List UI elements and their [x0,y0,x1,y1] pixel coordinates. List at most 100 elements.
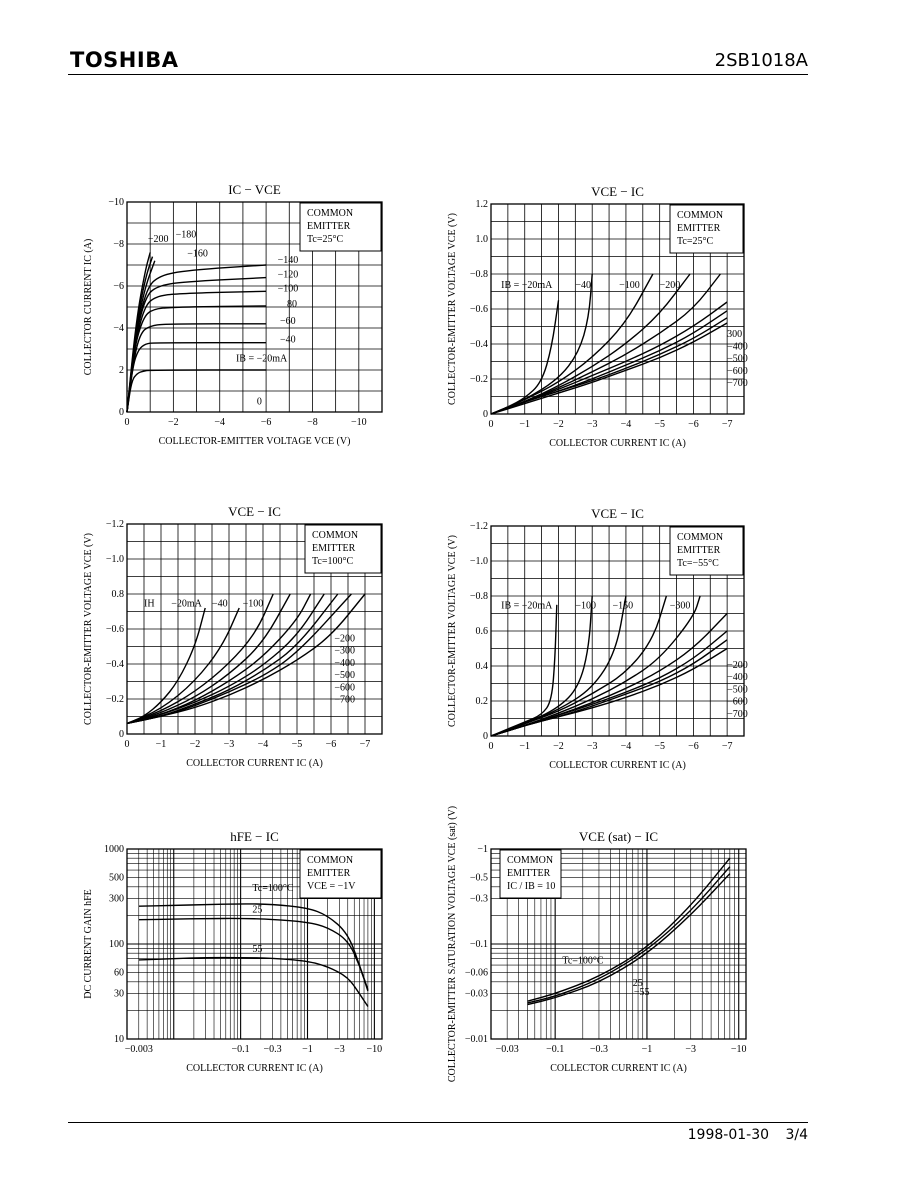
series-label: −100 [619,280,640,291]
legend-text: VCE = −1V [307,881,356,892]
series-line-1 [138,903,369,990]
series-line-9 [490,322,728,415]
x-tick-label: −3 [587,741,598,752]
x-tick-label: −3 [224,739,235,750]
legend-text: COMMON [307,208,353,219]
y-tick-label: −0.1 [470,939,488,950]
series-label: −700 [727,709,748,720]
chart-grid [491,204,744,414]
series-label: 25 [252,904,262,915]
series-line-6 [126,593,325,725]
series-label: 80 [287,299,297,310]
y-tick-label: −1 [477,844,488,855]
y-tick-label: −4 [113,323,124,334]
y-axis-label: COLLECTOR-EMITTER VOLTAGE VCE (V) [83,533,94,725]
y-tick-label: −1.0 [470,556,488,567]
x-tick-label: −5 [292,739,303,750]
x-axis-label: COLLECTOR-EMITTER VOLTAGE VCE (V) [159,436,351,447]
series-label: IB = −20mA [501,280,553,291]
series-line-4 [490,595,668,737]
y-tick-label: 0 [119,407,124,418]
series-line-3 [138,956,369,1007]
series-label: −500 [727,684,748,695]
legend-box [299,849,382,899]
x-tick-label: −7 [360,739,371,750]
y-tick-label: 30 [114,989,124,1000]
x-tick-label: −0.1 [546,1044,564,1055]
chart-title: VCE (sat) − IC [579,829,658,844]
legend-text: EMITTER [307,868,351,879]
series-label: −100 [278,283,299,294]
y-tick-label: −1.2 [470,521,488,532]
legend-text: COMMON [677,210,723,221]
series-line-8 [490,317,728,415]
series-label: −400 [727,341,748,352]
legend-box [669,526,744,576]
legend-box [299,202,382,252]
chart-title: VCE − IC [591,506,644,521]
x-tick-label: −5 [654,741,665,752]
y-tick-label: −0.5 [470,873,488,884]
series-label: IB = −20mA [501,600,553,611]
y-tick-label: −0.3 [470,894,488,905]
series-label: −140 [278,255,299,266]
x-tick-label: −4 [621,741,632,752]
series-label: −200 [727,660,748,671]
series-label: 0 [257,397,262,408]
series-line-3 [527,873,731,1006]
series-label: −500 [727,354,748,365]
header-rule [68,74,808,75]
legend-text: Tc=100°C [312,556,353,567]
chart-title: IC − VCE [228,182,281,197]
y-tick-label: 0 [119,729,124,740]
series-label: −700 [334,695,355,706]
legend-box [499,849,562,899]
y-tick-label: 0.2 [476,696,489,707]
series-label: −300 [670,600,691,611]
series-label: −20mA [171,598,202,609]
series-label: Tc=100°C [252,883,293,894]
y-tick-label: 0.6 [476,626,489,637]
y-axis-label: COLLECTOR-EMITTER VOLTAGE VCE (V) [447,535,458,727]
x-tick-label: 0 [125,417,130,428]
series-line-5 [126,593,312,725]
y-tick-label: −6 [113,281,124,292]
series-label: −600 [727,697,748,708]
chart-title: hFE − IC [230,829,279,844]
x-tick-label: −1 [642,1044,653,1055]
y-tick-label: −0.03 [465,989,488,1000]
plot-frame [126,848,383,1040]
legend-text: EMITTER [507,868,551,879]
x-tick-label: −1 [302,1044,313,1055]
legend-text: COMMON [677,532,723,543]
series-label: −40 [212,598,228,609]
x-tick-label: −7 [722,741,733,752]
x-tick-label: 0 [489,419,494,430]
legend-text: EMITTER [307,221,351,232]
series-label: −600 [334,682,355,693]
series-label: Tc=100°C [562,956,603,967]
x-tick-label: −0.3 [263,1044,281,1055]
series-line-2 [527,866,731,1004]
x-tick-label: −8 [307,417,318,428]
x-tick-label: −10 [731,1044,747,1055]
series-label: −600 [727,366,748,377]
x-tick-label: 0 [125,739,130,750]
x-tick-label: −6 [261,417,272,428]
plot-frame [126,201,383,413]
y-tick-label: 0 [483,409,488,420]
x-tick-label: −1 [519,741,530,752]
x-axis-label: COLLECTOR CURRENT IC (A) [186,758,323,769]
series-label: −60 [280,316,296,327]
x-axis-label: COLLECTOR CURRENT IC (A) [549,438,686,449]
y-tick-label: 60 [114,968,124,979]
series-label: 300 [727,329,742,340]
y-tick-label: 0.4 [476,661,489,672]
series-label: −200 [334,633,355,644]
y-tick-label: 10 [114,1034,124,1045]
y-tick-label: −0.4 [106,659,124,670]
x-tick-label: −2 [190,739,201,750]
